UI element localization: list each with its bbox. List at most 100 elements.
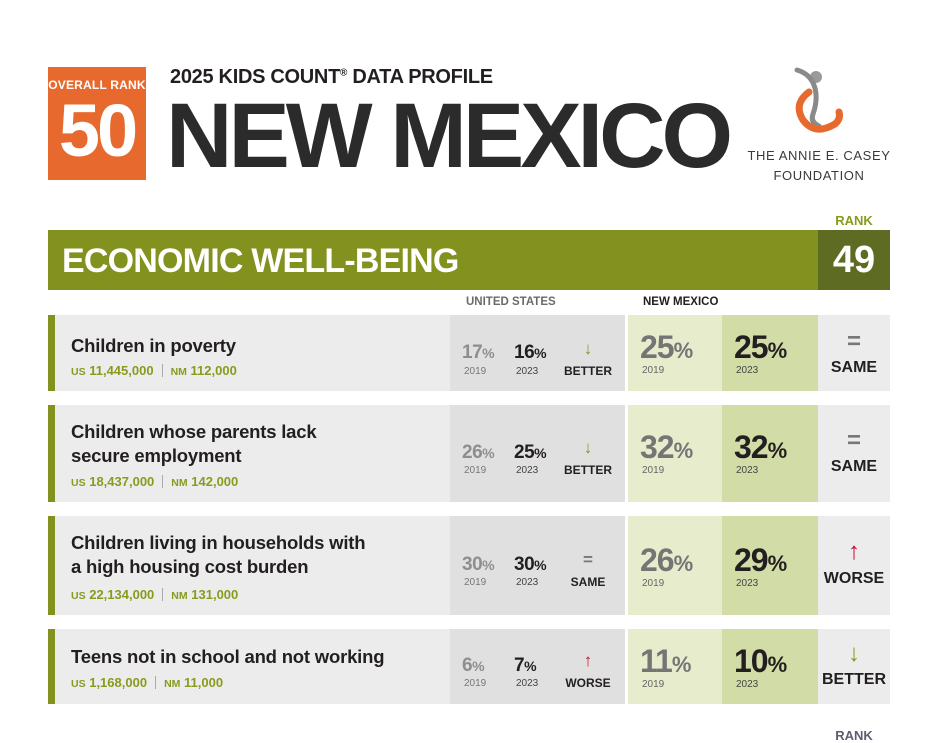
- overall-rank-label: OVERALL RANK: [48, 78, 146, 92]
- us-change-label: BETTER: [564, 364, 612, 378]
- nm-change-equals-icon: =: [846, 427, 861, 454]
- indicator-counts: US 11,445,000 NM 112,000: [71, 363, 237, 378]
- foundation-logo: THE ANNIE E. CASEY FOUNDATION: [745, 66, 895, 186]
- indicator-name: Children living in households with a high…: [71, 532, 366, 577]
- foundation-figure-icon: [794, 67, 843, 133]
- indicator-row-parental-employment: Children whose parents lack secure employ…: [48, 405, 890, 502]
- nm-change-down-arrow-icon: ↓: [848, 640, 860, 667]
- indicator-label-cell: Children whose parents lack secure employ…: [55, 405, 450, 502]
- nm-change-label: SAME: [830, 359, 878, 376]
- us-value-2019: 30%: [462, 554, 495, 575]
- nm-year-2019: 2019: [642, 365, 665, 376]
- nm-2019-cell: 26% 2019: [628, 516, 722, 615]
- us-year-2019: 2019: [464, 577, 487, 588]
- indicator-row-teens-idle: Teens not in school and not working US 1…: [48, 629, 890, 704]
- us-change-up-arrow-icon: ↑: [583, 651, 593, 670]
- us-change-label: WORSE: [565, 676, 611, 690]
- indicator-name: Children in poverty: [71, 335, 236, 356]
- us-year-2023: 2023: [516, 577, 539, 588]
- us-value-2023: 25%: [514, 442, 547, 463]
- us-change-arrow-icon: ↓: [583, 339, 593, 358]
- us-value-2019: 26%: [462, 442, 495, 463]
- indicator-counts: US 1,168,000 NM 11,000: [71, 675, 224, 690]
- nm-value-2023: 25%: [734, 329, 787, 365]
- us-values-cell: 17% 16% 2019 2023 ↓ BETTER: [450, 315, 625, 391]
- us-values-cell: 26% 25% 2019 2023 ↓ BETTER: [450, 405, 625, 502]
- nm-change-label: BETTER: [822, 671, 886, 688]
- us-year-2023: 2023: [516, 678, 539, 689]
- us-year-2019: 2019: [464, 465, 487, 476]
- nm-value-2019: 32%: [640, 429, 693, 465]
- nm-year-2019: 2019: [642, 679, 665, 690]
- nm-change-label: SAME: [830, 458, 878, 475]
- nm-change-cell: ↑ WORSE: [818, 516, 890, 615]
- next-section-rank-caption: RANK: [835, 728, 873, 743]
- nm-2019-cell: 32% 2019: [628, 405, 722, 502]
- us-value-2023: 30%: [514, 554, 547, 575]
- us-year-2019: 2019: [464, 366, 487, 377]
- us-values-cell: 30% 30% 2019 2023 = SAME: [450, 516, 625, 615]
- indicator-label-cell: Children in poverty US 11,445,000 NM 112,…: [55, 315, 450, 391]
- us-year-2023: 2023: [516, 366, 539, 377]
- nm-value-2023: 29%: [734, 542, 787, 578]
- row-accent-stripe: [48, 315, 55, 391]
- domain-rank-caption: RANK: [835, 213, 873, 228]
- nm-value-2019: 26%: [640, 542, 693, 578]
- us-value-2019: 17%: [462, 342, 495, 363]
- nm-2023-cell: 32% 2023: [722, 405, 818, 502]
- us-change-arrow-icon: ↓: [583, 438, 593, 457]
- nm-year-2023: 2023: [736, 465, 759, 476]
- nm-year-2019: 2019: [642, 465, 665, 476]
- indicator-name: Teens not in school and not working: [71, 646, 385, 667]
- nm-2023-cell: 10% 2023: [722, 629, 818, 704]
- nm-2019-cell: 11% 2019: [628, 629, 722, 704]
- row-accent-stripe: [48, 516, 55, 615]
- foundation-name-line1: THE ANNIE E. CASEY: [747, 148, 891, 163]
- us-value-2023: 7%: [514, 655, 537, 676]
- indicator-counts: US 22,134,000 NM 131,000: [71, 587, 239, 602]
- domain-header-bar: ECONOMIC WELL-BEING: [48, 230, 818, 290]
- us-value-2019: 6%: [462, 655, 485, 676]
- profile-title: 2025 KIDS COUNT® DATA PROFILE: [170, 66, 493, 88]
- nm-change-cell: = SAME: [818, 405, 890, 502]
- us-value-2023: 16%: [514, 342, 547, 363]
- state-name: NEW MEXICO: [166, 85, 733, 187]
- overall-rank-badge: OVERALL RANK 50: [48, 67, 146, 180]
- nm-value-2023: 10%: [734, 643, 787, 679]
- nm-change-up-arrow-icon: ↑: [848, 538, 860, 565]
- nm-change-equals-icon: =: [846, 328, 861, 355]
- us-change-equals-icon: =: [583, 550, 593, 569]
- nm-2019-cell: 25% 2019: [628, 315, 722, 391]
- column-header-nm: NEW MEXICO: [643, 296, 719, 308]
- column-header-us: UNITED STATES: [466, 296, 556, 308]
- row-accent-stripe: [48, 405, 55, 502]
- indicator-row-poverty: Children in poverty US 11,445,000 NM 112,…: [48, 315, 890, 391]
- us-year-2019: 2019: [464, 678, 487, 689]
- nm-change-cell: = SAME: [818, 315, 890, 391]
- nm-change-label: WORSE: [823, 570, 885, 587]
- nm-value-2019: 11%: [640, 643, 691, 679]
- foundation-name-line2: FOUNDATION: [773, 168, 865, 183]
- nm-change-cell: ↓ BETTER: [818, 629, 890, 704]
- nm-year-2019: 2019: [642, 578, 665, 589]
- nm-year-2023: 2023: [736, 679, 759, 690]
- indicator-counts: US 18,437,000 NM 142,000: [71, 474, 239, 489]
- us-values-cell: 6% 7% 2019 2023 ↑ WORSE: [450, 629, 625, 704]
- overall-rank-value: 50: [58, 89, 138, 172]
- domain-rank-value: 49: [818, 230, 890, 290]
- nm-year-2023: 2023: [736, 578, 759, 589]
- us-year-2023: 2023: [516, 465, 539, 476]
- nm-value-2019: 25%: [640, 329, 693, 365]
- nm-2023-cell: 29% 2023: [722, 516, 818, 615]
- indicator-row-housing-cost: Children living in households with a high…: [48, 516, 890, 615]
- domain-title: ECONOMIC WELL-BEING: [62, 242, 459, 280]
- indicator-name: Children whose parents lack secure employ…: [71, 421, 317, 466]
- us-change-label: BETTER: [564, 463, 612, 477]
- indicator-label-cell: Children living in households with a high…: [55, 516, 450, 615]
- indicator-label-cell: Teens not in school and not working US 1…: [55, 629, 450, 704]
- nm-2023-cell: 25% 2023: [722, 315, 818, 391]
- nm-value-2023: 32%: [734, 429, 787, 465]
- row-accent-stripe: [48, 629, 55, 704]
- us-change-label: SAME: [570, 575, 606, 589]
- nm-year-2023: 2023: [736, 365, 759, 376]
